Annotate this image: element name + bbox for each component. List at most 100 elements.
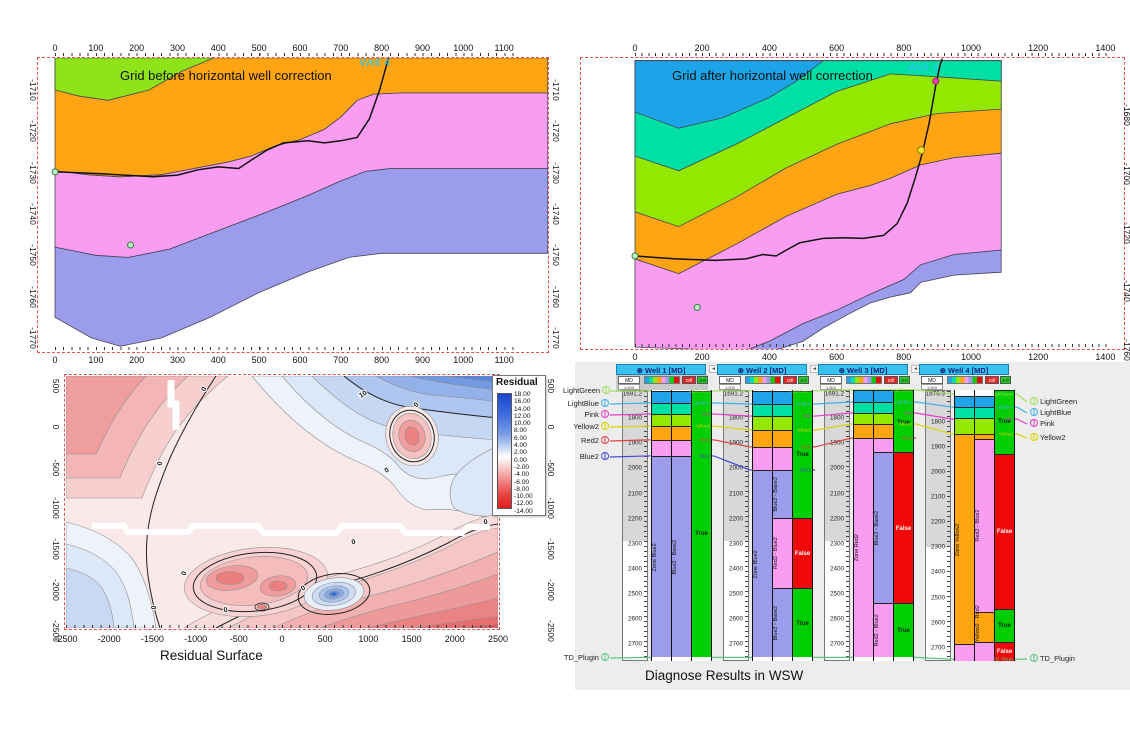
zone-segment-blue [672,390,691,403]
zone-label: Red2 - Blue2 [975,509,981,542]
legend-tick-label: 4.00 [514,442,527,450]
wsw-title: Diagnose Results in WSW [645,668,804,683]
marker-label-Red2[interactable]: Red2 [563,436,609,445]
axis-tick-label: -1730 [28,161,38,184]
zone-segment-blue [975,395,994,408]
residual-south-red-minima [184,547,328,617]
zone-column-2-well-4[interactable]: Red2 - Blue2 Yellow2 - Red2 [974,390,995,661]
marker-label-LightBlue[interactable]: LightBlue [1030,408,1076,417]
wsw-well-section-panel[interactable]: ⊕ Well 1 [MD]MD1:500Diff4-0◄···►1691.218… [563,362,1130,690]
marker-label-TD_Plugin[interactable]: TD_Plugin [1030,654,1076,663]
after-well4-label: Well 4 [907,62,938,74]
zone-segment-orange: Zone Yellow2 [955,433,974,645]
zone-segment-pink [652,439,671,456]
zone-segment-orange [753,430,772,447]
residual-small-blue-max [297,573,371,615]
axis-tick-label: -1000 [184,634,208,644]
marker-pick-label: LightGreen [790,388,811,394]
axis-tick-label: 1400 [1095,43,1116,53]
depth-label: 2400 [829,565,844,573]
zone-column-1-well-1[interactable]: Zone Blue2 [651,390,672,661]
marker-label-Blue2[interactable]: Blue2 [563,452,609,461]
zone-column-1-well-4[interactable]: Zone Yellow2 [954,390,975,661]
zone-column-1-well-3[interactable]: Zone Red2 [853,390,874,661]
zone-label: Blue2 - Base2 [874,510,880,546]
zone-column-1-well-2[interactable]: Zone Blue2 [752,390,773,661]
zone-column-2-well-1[interactable]: Blue2 - Base2 [671,390,692,661]
zone-label: Red2 - Blue2 [874,614,880,647]
well-header-2[interactable]: ⊕ Well 2 [MD] [717,364,807,375]
residual-white-streak [92,523,490,536]
diff-badge: Diff [682,376,696,384]
marker-pick-label: Pink [701,411,710,417]
zone-segment-orange: Yellow2 - Red2 [975,605,994,642]
well-header-3[interactable]: ⊕ Well 3 [MD] [818,364,908,375]
axis-tick-label: 0 [52,43,58,53]
flag-true: True [897,628,910,635]
marker-label-Pink[interactable]: Pink [563,410,609,419]
marker-label-LightGreen[interactable]: LightGreen [563,386,611,395]
zone-column-3-well-1[interactable]: True LightGreen LightBlue Pink Yellow2 Red2 Bl… [689,388,712,661]
md-column-header: MD [921,376,943,384]
legend-tick-label: 0.00 [514,456,527,464]
contour-label: 0 [384,467,391,475]
zone-segment-pink [975,641,994,661]
zone-segment-chart [975,418,994,434]
depth-track-well-3[interactable]: 1691.2 1800 1900 2000 2100 2200 2300 2400 2500 26… [824,390,850,661]
marker-label-LightBlue[interactable]: LightBlue [563,399,609,408]
flag-true: True [695,530,708,537]
zone-segment-green: True [692,390,711,658]
marker-pick-label: LightGreen [689,388,710,394]
axis-tick-label: -1750 [551,244,561,267]
marker-label-Yellow2[interactable]: Yellow2 [1030,433,1076,442]
zone-column-2-well-2[interactable]: Blue2 - Base2 Red2 - Blue2 Blue2 - Base2 [772,390,793,661]
zone-segment-teal [773,404,792,417]
well-header-1[interactable]: ⊕ Well 1 [MD] [616,364,706,375]
well4-trajectory [54,58,390,178]
contour-label: 0 [151,605,159,610]
after-title: Grid after horizontal well correction [672,68,873,83]
depth-label: 2600 [627,615,642,623]
legend-tick-label: -2.00 [514,463,530,471]
depth-label: 2200 [728,515,743,523]
axis-tick-label: 1000 [453,355,474,365]
well-header-4[interactable]: ⊕ Well 4 [MD] [919,364,1009,375]
zone-segment-pink: Zone Red2 [854,438,873,658]
zone-label: Red2 - Blue2 [773,537,779,570]
zone-segment-pink [874,438,893,453]
contour-label: 0 [181,570,189,576]
marker-label-Pink[interactable]: Pink [1030,419,1076,428]
depth-label: 1900 [829,439,844,447]
depth-label: 2600 [728,615,743,623]
zone-label: Blue2 - Base2 [773,477,779,512]
legend-tick-label: -6.00 [514,478,530,486]
marker-plus-icon [601,452,609,460]
before-cross-section-plot[interactable] [38,58,548,351]
contour-label: 0 [300,585,307,593]
before-title: Grid before horizontal well correction [120,68,332,83]
zone-column-2-well-3[interactable]: Blue2 - Base2 Red2 - Blue2 [873,390,894,661]
marker-label-TD_Plugin[interactable]: TD_Plugin [563,653,609,662]
marker-label-Yellow2[interactable]: Yellow2 [563,422,609,431]
zone-column-3-well-3[interactable]: True False True LightGreen LightBlue Pink Yell… [891,388,914,661]
zone-segment-green: True [894,390,913,453]
zone-segment-teal [874,401,893,414]
zone-column-3-well-2[interactable]: True False True LightGreen LightBlue Pink Yell… [790,388,813,661]
axis-tick-label: -1680 [1122,104,1130,126]
marker-label-LightGreen[interactable]: LightGreen [1030,397,1077,406]
marker-pick-label: LightBlue [894,399,912,405]
depth-label: 2500 [728,590,743,598]
md-column-header: MD [820,376,842,384]
flag-true: True [998,418,1011,425]
marker-plus-icon [601,410,609,418]
axis-tick-label: 700 [333,355,349,365]
residual-colorbar-legend[interactable]: Residual 18.00 16.00 14.00 12.00 10.00 8.00 6.… [492,375,546,516]
after-cross-section-plot[interactable] [581,58,1124,349]
axis-tick-label: 100 [88,43,104,53]
zone-column-3-well-4[interactable]: True False True False LightGreen LightBlue Pin… [992,390,1015,661]
well-marker-green [51,168,59,176]
depth-track-well-1[interactable]: 1691.2 1800 1900 2000 2100 2200 2300 2400 2500 26… [622,390,648,661]
depth-label: 2100 [829,490,844,498]
zone-segment-red: False [995,453,1014,610]
